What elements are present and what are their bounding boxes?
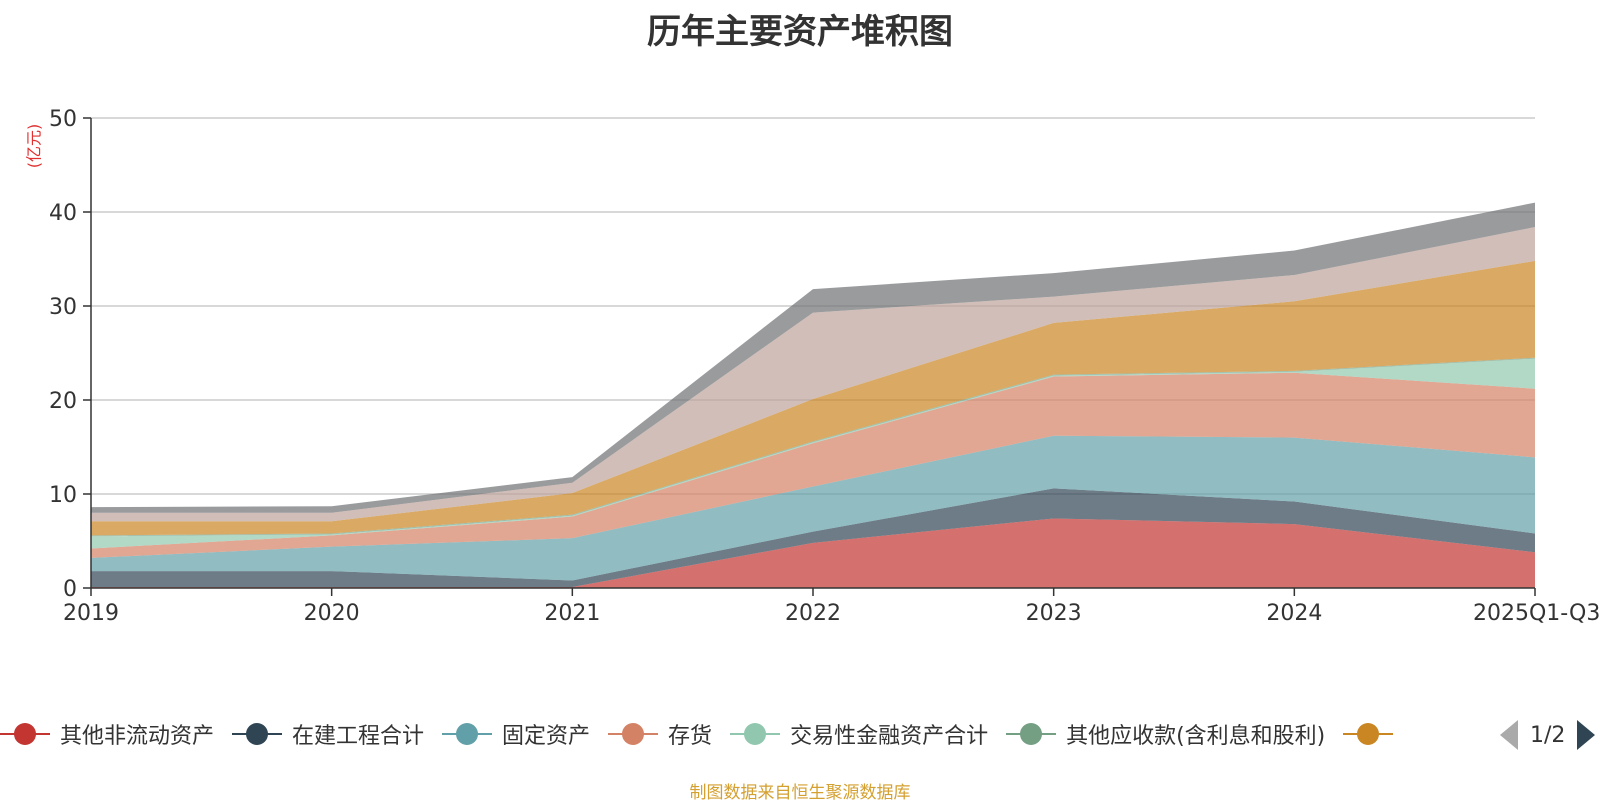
area-series-3[interactable] — [91, 372, 1535, 558]
y-tick-label: 50 — [49, 107, 77, 132]
legend-item[interactable]: 其他非流动资产 — [0, 718, 214, 750]
legend-item[interactable]: 存货 — [608, 718, 712, 750]
x-tick-label: 2024 — [1266, 601, 1322, 626]
area-series-2[interactable] — [91, 435, 1535, 581]
legend-marker-icon — [1343, 722, 1394, 746]
legend-marker-icon — [0, 722, 50, 746]
legend-label: 固定资产 — [502, 724, 591, 749]
area-series-0[interactable] — [91, 518, 1535, 588]
legend-prev-icon[interactable] — [1500, 720, 1518, 750]
legend-marker-icon — [232, 722, 283, 746]
x-tick-label: 2023 — [1026, 601, 1082, 626]
x-tick-label: 2022 — [785, 601, 841, 626]
chart-title: 历年主要资产堆积图 — [647, 12, 953, 52]
legend-page-indicator: 1/2 — [1530, 722, 1566, 748]
area-series-8[interactable] — [91, 202, 1535, 513]
area-series-4[interactable] — [91, 358, 1535, 549]
x-tick-label: 2025Q1-Q3 — [1473, 601, 1600, 626]
legend-item[interactable]: 其他应收款(含利息和股利) — [1006, 718, 1325, 750]
legend-marker-icon — [730, 722, 781, 746]
axes: 0 10 20 30 40 50 2019 2020 2021 2022 2023 2024 2025Q… — [49, 107, 1600, 626]
legend-item[interactable]: 交易性金融资产合计 — [730, 718, 988, 750]
legend-label: 其他非流动资产 — [60, 724, 215, 749]
legend-label: 在建工程合计 — [292, 724, 425, 749]
y-tick-label: 30 — [49, 295, 77, 320]
y-tick-label: 10 — [49, 483, 77, 508]
y-tick-label: 40 — [49, 201, 77, 226]
legend-next-icon[interactable] — [1577, 720, 1596, 750]
x-tick-label: 2019 — [63, 601, 119, 626]
legend-label: 交易性金融资产合计 — [790, 724, 989, 749]
legend-marker-icon — [1006, 722, 1057, 746]
stacked-area-chart: 0 10 20 30 40 50 2019 2020 2021 2022 2023 2024 2025Q… — [49, 107, 1600, 626]
x-tick-label: 2020 — [304, 601, 360, 626]
x-tick-label: 2021 — [544, 601, 600, 626]
legend: 其他非流动资产 在建工程合计 固定资产 存货 交易性金融资产合计 其他应收款(含利息和股利… — [0, 716, 1421, 752]
area-series-6[interactable] — [91, 260, 1535, 536]
legend-label: 其他应收款(含利息和股利) — [1066, 724, 1326, 749]
legend-item[interactable]: 固定资产 — [442, 718, 590, 750]
legend-marker-icon — [442, 722, 493, 746]
area-series — [91, 202, 1535, 588]
area-series-7[interactable] — [91, 227, 1535, 522]
legend-pager: 1/2 — [1500, 720, 1596, 750]
legend-item[interactable] — [1343, 722, 1403, 746]
y-tick-label: 0 — [63, 577, 77, 602]
area-series-1[interactable] — [91, 488, 1535, 588]
legend-marker-icon — [608, 722, 659, 746]
legend-item[interactable]: 在建工程合计 — [232, 718, 424, 750]
data-source-note: 制图数据来自恒生聚源数据库 — [689, 783, 911, 803]
legend-label: 存货 — [668, 724, 713, 749]
y-tick-label: 20 — [49, 389, 77, 414]
